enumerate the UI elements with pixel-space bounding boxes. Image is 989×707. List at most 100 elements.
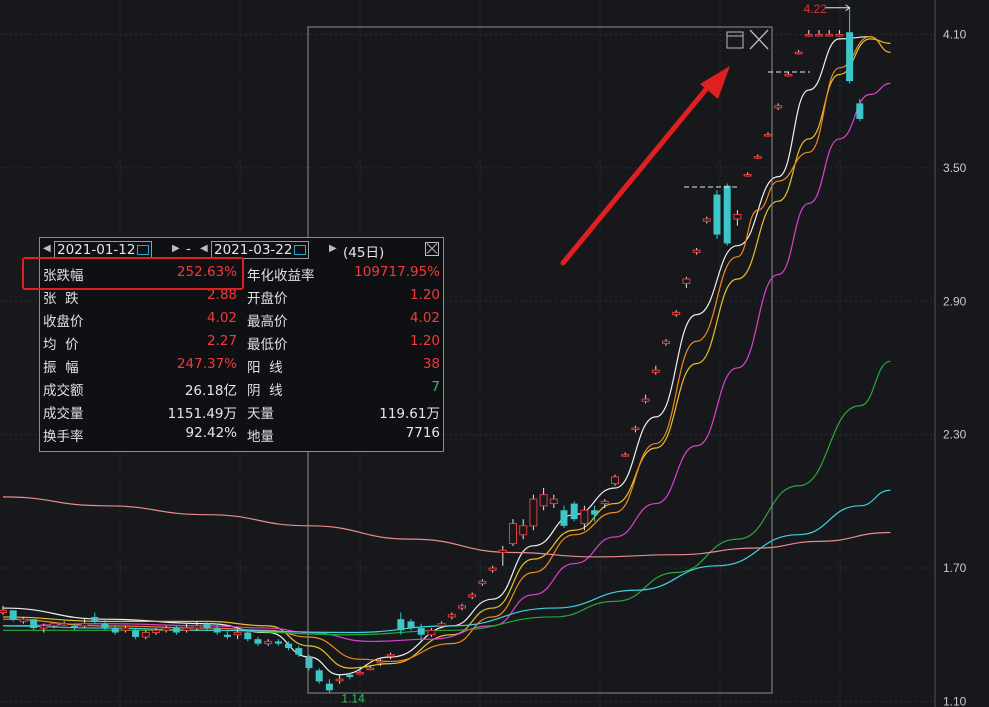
candle-body <box>672 311 681 316</box>
candle-body <box>447 614 456 618</box>
candle-body <box>397 619 405 631</box>
candle-body <box>856 103 864 119</box>
candle-body <box>743 174 752 177</box>
candle-16 <box>162 625 171 633</box>
candle-13 <box>132 628 140 640</box>
candle-body <box>662 340 670 344</box>
calendar-icon[interactable] <box>294 245 307 255</box>
candle-36 <box>366 665 375 671</box>
candle-body <box>580 509 589 525</box>
stats-row: 成交量 1151.49万 天量 119.61万 <box>40 400 443 423</box>
candle-body <box>835 33 844 37</box>
candle-body <box>713 194 721 235</box>
candle-83 <box>846 7 854 84</box>
candle-body <box>101 623 109 629</box>
candle-body <box>295 648 303 655</box>
candle-12 <box>121 625 130 633</box>
candle-6 <box>60 621 69 626</box>
candle-76 <box>774 103 783 111</box>
stats-value: 7716 <box>405 425 440 441</box>
stats-row: 换手率 92.42% 地量 7716 <box>40 423 443 446</box>
candle-80 <box>815 30 823 37</box>
end-date-field[interactable]: 2021-03-22 <box>211 241 310 259</box>
candle-53 <box>539 488 548 511</box>
close-icon[interactable] <box>425 242 439 256</box>
stats-value: 252.63% <box>176 264 237 280</box>
red-arrowhead-icon <box>700 66 730 99</box>
stats-key: 最高价 <box>247 314 288 330</box>
candle-31 <box>315 668 323 684</box>
candle-10 <box>101 619 109 631</box>
candle-body <box>692 249 701 253</box>
candle-body <box>733 214 742 220</box>
y-tick-label-5: 1.10 <box>943 694 967 707</box>
candle-1 <box>9 610 17 622</box>
candle-58 <box>591 505 599 522</box>
y-tick-label-1: 3.50 <box>943 161 967 175</box>
candle-body <box>233 632 242 636</box>
stats-key: 换手率 <box>43 429 84 445</box>
candle-81 <box>825 30 834 37</box>
candle-27 <box>274 639 282 646</box>
candle-body <box>784 73 793 77</box>
candle-body <box>846 32 854 82</box>
candle-43 <box>437 621 446 629</box>
candle-34 <box>346 672 354 680</box>
stats-key: 成交额 <box>43 383 84 399</box>
stats-key: 天量 <box>247 406 274 422</box>
candle-79 <box>804 30 813 37</box>
stats-value: 26.18亿 <box>184 383 237 399</box>
candle-body <box>407 621 415 629</box>
candle-body <box>437 623 446 627</box>
candle-body <box>611 476 619 485</box>
candle-body <box>651 369 660 373</box>
candle-50 <box>509 519 517 546</box>
candle-44 <box>447 612 456 620</box>
stats-value: 1.20 <box>409 333 440 349</box>
stats-key: 均 价 <box>43 337 79 353</box>
candle-body <box>621 454 630 457</box>
candle-23 <box>233 630 242 640</box>
candle-38 <box>386 652 395 660</box>
candle-body <box>325 683 333 691</box>
stats-value: 92.42% <box>185 425 237 441</box>
candle-body <box>774 105 783 109</box>
candle-body <box>30 619 38 629</box>
candle-63 <box>641 394 650 404</box>
calendar-icon[interactable] <box>137 245 150 255</box>
candle-body <box>794 51 803 55</box>
candle-body <box>591 510 599 515</box>
candle-body <box>80 623 89 627</box>
prev-end-arrow-icon[interactable]: ◀ <box>200 243 208 254</box>
candle-7 <box>70 623 78 631</box>
stats-value: 38 <box>422 356 440 372</box>
candle-body <box>723 185 731 244</box>
candle-body <box>264 640 273 645</box>
stats-key: 地量 <box>247 429 274 445</box>
annotations: 1.14 4.22 <box>341 2 851 706</box>
prev-start-arrow-icon[interactable]: ◀ <box>43 243 51 254</box>
candle-48 <box>488 565 497 573</box>
stats-header: ◀ 2021-01-12 ▶ - ◀ 2021-03-22 ▶ (45日) <box>40 238 443 261</box>
candle-2 <box>19 616 28 624</box>
candle-29 <box>295 645 303 657</box>
candle-body <box>172 628 180 633</box>
candle-47 <box>478 579 487 586</box>
ma10-line <box>2 38 891 669</box>
stats-key: 振 幅 <box>43 360 79 376</box>
candle-37 <box>376 659 385 666</box>
candle-body <box>335 678 344 682</box>
candle-19 <box>192 621 201 631</box>
candle-body <box>0 609 7 614</box>
candle-9 <box>91 612 99 624</box>
stats-row: 张跌幅 252.63% 年化收益率 109717.95% <box>40 262 443 285</box>
candle-40 <box>407 619 415 631</box>
candle-55 <box>560 505 568 529</box>
y-axis: 4.10 3.50 2.90 2.30 1.70 1.10 <box>943 27 967 707</box>
candle-body <box>764 134 772 137</box>
next-end-arrow-icon[interactable]: ▶ <box>329 243 337 254</box>
next-start-arrow-icon[interactable]: ▶ <box>172 243 180 254</box>
stats-value: 1.20 <box>409 287 440 303</box>
candle-11 <box>111 625 119 635</box>
